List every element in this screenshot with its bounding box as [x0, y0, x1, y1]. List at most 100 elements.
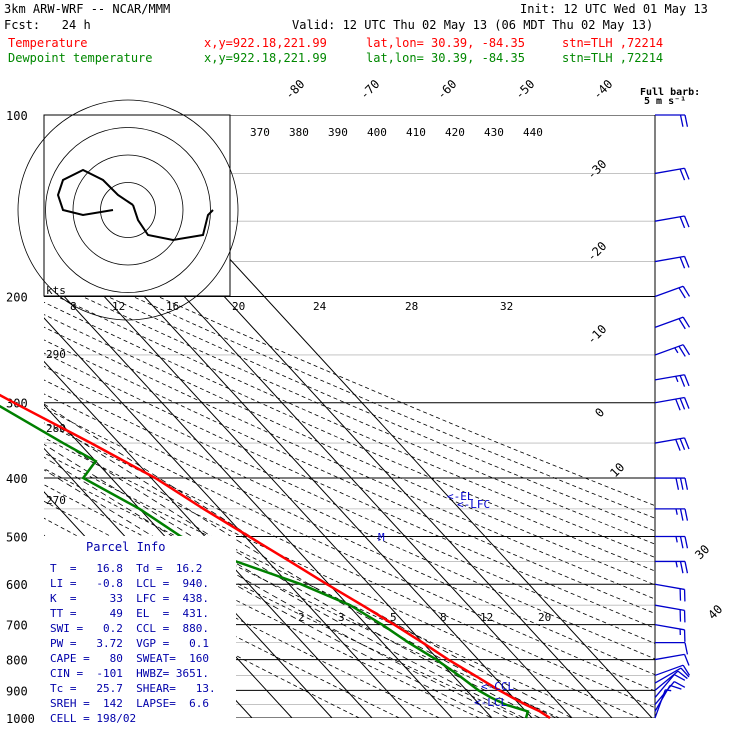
- dry-adiabat-line: [44, 115, 480, 718]
- wind-barb-staff: [654, 167, 685, 175]
- theta-e-label: 420: [445, 126, 465, 139]
- dry-adiabat-line: [44, 115, 640, 718]
- wind-barb: [655, 508, 689, 521]
- wind-barb-feather: [684, 561, 689, 574]
- theta-e-label: 380: [289, 126, 309, 139]
- wind-barbs: [654, 114, 691, 719]
- wind-barb: [654, 215, 690, 229]
- parcel-row: TT = 49 EL = 431.: [50, 607, 209, 620]
- isotherm-label-right: -30: [584, 157, 609, 182]
- theta-label: 290: [46, 348, 66, 361]
- mixing-ratio-label: 20: [538, 611, 551, 624]
- wind-barb-feather: [669, 684, 682, 690]
- wind-barb: [655, 477, 689, 490]
- moist-adiabat-line: [44, 296, 573, 718]
- wind-barb-feather: [675, 477, 680, 490]
- theta-label: 270: [46, 494, 66, 507]
- mixing-ratio-label: 2: [298, 611, 305, 624]
- theta-label: 280: [46, 422, 66, 435]
- mixing-ratio-label: 3: [338, 611, 345, 624]
- wind-barb-feather: [675, 439, 681, 451]
- parcel-info-box: [44, 536, 236, 730]
- wind-barb-feather: [677, 670, 688, 680]
- theta-e-label: 410: [406, 126, 426, 139]
- model-title: 3km ARW-WRF -- NCAR/MMM: [4, 2, 171, 16]
- theta-e-label: 430: [484, 126, 504, 139]
- isotherm-label-top: -40: [590, 77, 615, 102]
- hodograph-ring-label: 32: [500, 300, 513, 313]
- wind-barb-feather: [675, 536, 678, 543]
- wind-barb-staff: [654, 316, 684, 328]
- wind-barb-staff: [654, 667, 682, 684]
- isotherm-label-right: 10: [607, 460, 627, 480]
- wind-barb-feather: [674, 347, 679, 354]
- isotherm-label-right: -20: [584, 239, 609, 264]
- wind-barb-feather: [684, 642, 689, 655]
- wind-barb-feather: [684, 508, 689, 521]
- dry-adiabat-line: [44, 115, 655, 718]
- wind-barb-feather: [679, 114, 684, 127]
- hodograph-ring-label: 16: [166, 300, 179, 313]
- wind-barb-feather: [678, 318, 686, 330]
- wind-barb-staff: [654, 664, 684, 677]
- isobar-label: 600: [6, 578, 28, 592]
- dry-adiabat-line: [44, 115, 655, 718]
- dry-adiabat-line: [44, 115, 655, 718]
- hodograph-ring-label: 24: [313, 300, 327, 313]
- isobar-label: 900: [6, 684, 28, 698]
- wind-barb-staff: [654, 653, 685, 661]
- parcel-row: LI = -0.8 LCL = 940.: [50, 577, 209, 590]
- isobar-label: 800: [6, 654, 28, 668]
- hodograph-units-label: kts: [46, 284, 66, 297]
- wind-barb-feather: [680, 667, 690, 678]
- wind-barb: [654, 344, 691, 357]
- wind-barb: [655, 114, 689, 127]
- hodograph-inset: kts: [17, 99, 239, 321]
- marker-lfc: <-LFC: [457, 498, 490, 511]
- dry-adiabat-line: [44, 115, 655, 718]
- wind-barb-staff: [654, 344, 684, 356]
- wind-barb: [655, 642, 689, 655]
- theta-e-label: 400: [367, 126, 387, 139]
- hodograph-ring: [45, 127, 211, 293]
- isotherm-label-right: 0: [592, 405, 607, 420]
- isotherm-line: [44, 115, 373, 718]
- parcel-row: K = 33 LFC = 438.: [50, 592, 209, 605]
- theta-e-label: 390: [328, 126, 348, 139]
- hodograph-ring: [100, 182, 156, 238]
- wind-barb-feather: [683, 374, 690, 387]
- theta-e-label: 440: [523, 126, 543, 139]
- wind-barb-feather: [684, 536, 689, 549]
- wind-barb-feather: [673, 681, 686, 688]
- wind-barb-feather: [684, 477, 689, 490]
- parcel-row: SREH = 142 LAPSE= 6.6: [50, 697, 209, 710]
- dry-adiabat-line: [44, 115, 655, 718]
- marker-lcl: <-LCL: [474, 696, 507, 709]
- dry-adiabat-line: [44, 115, 655, 718]
- wind-barb: [654, 667, 690, 684]
- wind-barb-feather: [679, 508, 684, 521]
- wind-barb-feather: [679, 168, 686, 181]
- wind-barb-feather: [673, 674, 686, 681]
- temperature-trace: [0, 393, 551, 720]
- wind-barb-feather: [675, 376, 679, 383]
- isotherm-line: [44, 115, 493, 718]
- isotherm-label-top: -80: [282, 77, 307, 102]
- marker-el: <-EL: [447, 490, 474, 503]
- wind-barb-feather: [682, 285, 691, 297]
- wind-barb: [654, 664, 691, 677]
- wind-barb-feather: [683, 215, 690, 228]
- location-xy-2: x,y=922.18,221.99: [204, 51, 327, 65]
- wind-barb-feather: [679, 216, 686, 229]
- wind-barb: [654, 437, 690, 451]
- wind-barb-feather: [683, 654, 690, 666]
- dry-adiabat-line: [44, 115, 520, 718]
- dry-adiabat-line: [44, 115, 655, 718]
- wind-barb-feather: [682, 344, 691, 356]
- parcel-row: PW = 3.72 VGP = 0.1: [50, 637, 209, 650]
- isotherm-line: [44, 115, 413, 718]
- wind-barb: [654, 255, 690, 269]
- wind-barb-feather: [682, 664, 691, 676]
- level-markers: <-EL<-LFC <-CCL <-LCL M: [378, 490, 514, 709]
- wind-barb-feather: [684, 114, 689, 127]
